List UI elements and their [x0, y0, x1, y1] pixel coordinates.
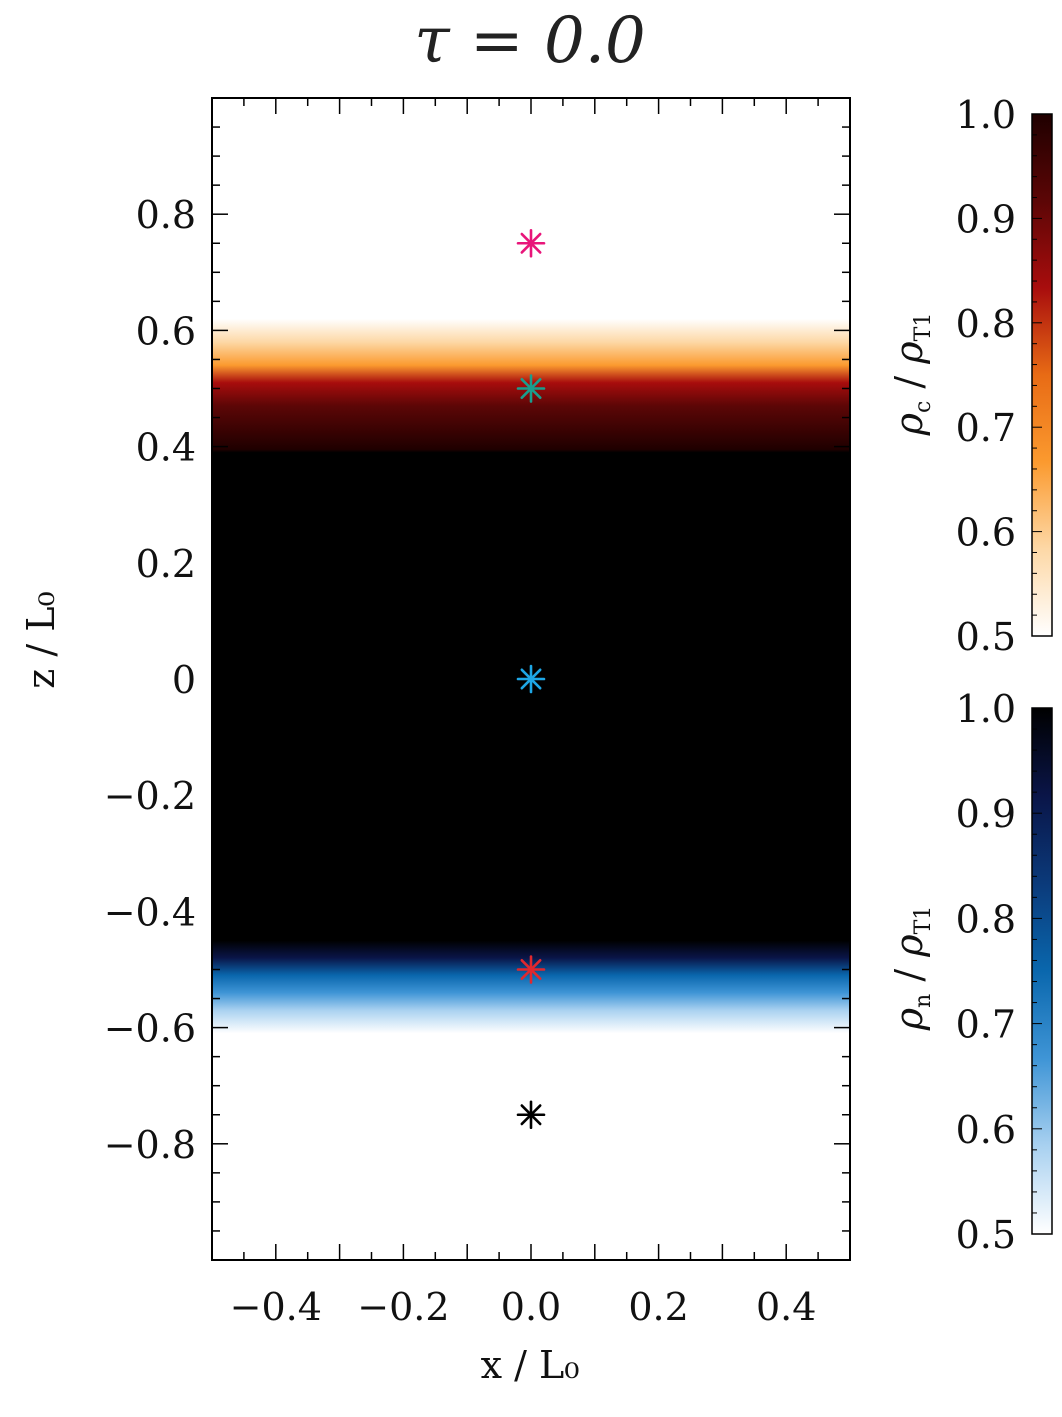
probe-marker-stroke	[520, 232, 542, 254]
colorbar-charged-label-sub: c	[911, 401, 936, 413]
x-tick-label: 0.2	[628, 1285, 688, 1329]
colorbar-tick-label: 0.8	[956, 897, 1016, 941]
probe-marker	[516, 374, 546, 403]
x-tick-label: 0.0	[501, 1285, 561, 1329]
colorbar-neutral-label-sub: n	[911, 994, 936, 1008]
y-tick-label: −0.8	[104, 1123, 196, 1167]
y-tick-label: 0.4	[136, 426, 196, 470]
colorbar-charged	[1031, 113, 1053, 637]
colorbar-neutral-label-main: ρ	[887, 1007, 931, 1031]
colorbar-neutral-label-den: ρ	[887, 934, 931, 958]
colorbar-charged-ticks: 1.0 0.9 0.8 0.7 0.6 0.5	[956, 93, 1042, 659]
probe-marker	[516, 1100, 546, 1130]
colorbar-neutral-label-slash: /	[887, 957, 931, 994]
y-tick-label: 0.8	[136, 193, 196, 237]
x-axis-ticks: −0.4 −0.2 0.0 0.2 0.4	[211, 98, 851, 1329]
chart-title: τ = 0.0	[414, 4, 646, 78]
colorbar-neutral-ticks: 1.0 0.9 0.8 0.7 0.6 0.5	[956, 687, 1042, 1257]
colorbar-tick-label: 0.7	[956, 406, 1016, 450]
colorbar-neutral-label: ρn / ρT1	[887, 906, 936, 1032]
probe-marker-stroke	[520, 378, 542, 399]
colorbar-tick-label: 0.5	[956, 1213, 1016, 1257]
x-axis-label: x / L₀	[481, 1343, 580, 1387]
colorbar-tick-label: 0.8	[956, 302, 1016, 346]
y-axis-ticks: 0.8 0.6 0.4 0.2 0 −0.2 −0.4 −0.6 −0.8	[104, 97, 850, 1261]
colorbar-charged-label-main: ρ	[887, 412, 931, 436]
probe-markers	[516, 228, 546, 1130]
colorbar-charged-label-slash: /	[887, 364, 931, 401]
y-tick-label: −0.2	[104, 774, 196, 818]
x-tick-label: −0.2	[357, 1285, 449, 1329]
probe-marker	[516, 664, 546, 694]
probe-marker-stroke	[520, 668, 542, 690]
colorbar-tick-label: 0.7	[956, 1003, 1016, 1047]
colorbar-charged-label-den-sub: T1	[911, 313, 936, 342]
colorbar-tick-label: 0.6	[956, 1108, 1016, 1152]
probe-marker-stroke	[520, 1104, 542, 1126]
colorbar-tick-label: 0.5	[956, 615, 1016, 659]
colorbar-tick-label: 0.9	[956, 197, 1016, 241]
y-axis-label: z / L₀	[19, 591, 63, 688]
y-tick-label: −0.4	[104, 890, 196, 934]
y-tick-label: 0.6	[136, 309, 196, 353]
probe-marker-stroke	[520, 959, 542, 980]
colorbar-charged-label: ρc / ρT1	[887, 313, 936, 437]
x-tick-label: 0.4	[756, 1285, 816, 1329]
colorbar-tick-label: 0.9	[956, 792, 1016, 836]
colorbar-tick-label: 0.6	[956, 511, 1016, 555]
probe-marker	[516, 228, 546, 258]
colorbar-tick-label: 1.0	[956, 93, 1016, 137]
probe-marker	[516, 955, 546, 984]
y-tick-label: 0.2	[136, 542, 196, 586]
colorbar-neutral-label-den-sub: T1	[911, 906, 936, 935]
x-tick-label: −0.4	[230, 1285, 322, 1329]
colorbar-neutral	[1031, 707, 1053, 1235]
colorbar-charged-label-den: ρ	[887, 341, 931, 365]
colorbar-tick-label: 1.0	[956, 687, 1016, 731]
y-tick-label: 0	[172, 658, 196, 702]
y-tick-label: −0.6	[104, 1007, 196, 1051]
